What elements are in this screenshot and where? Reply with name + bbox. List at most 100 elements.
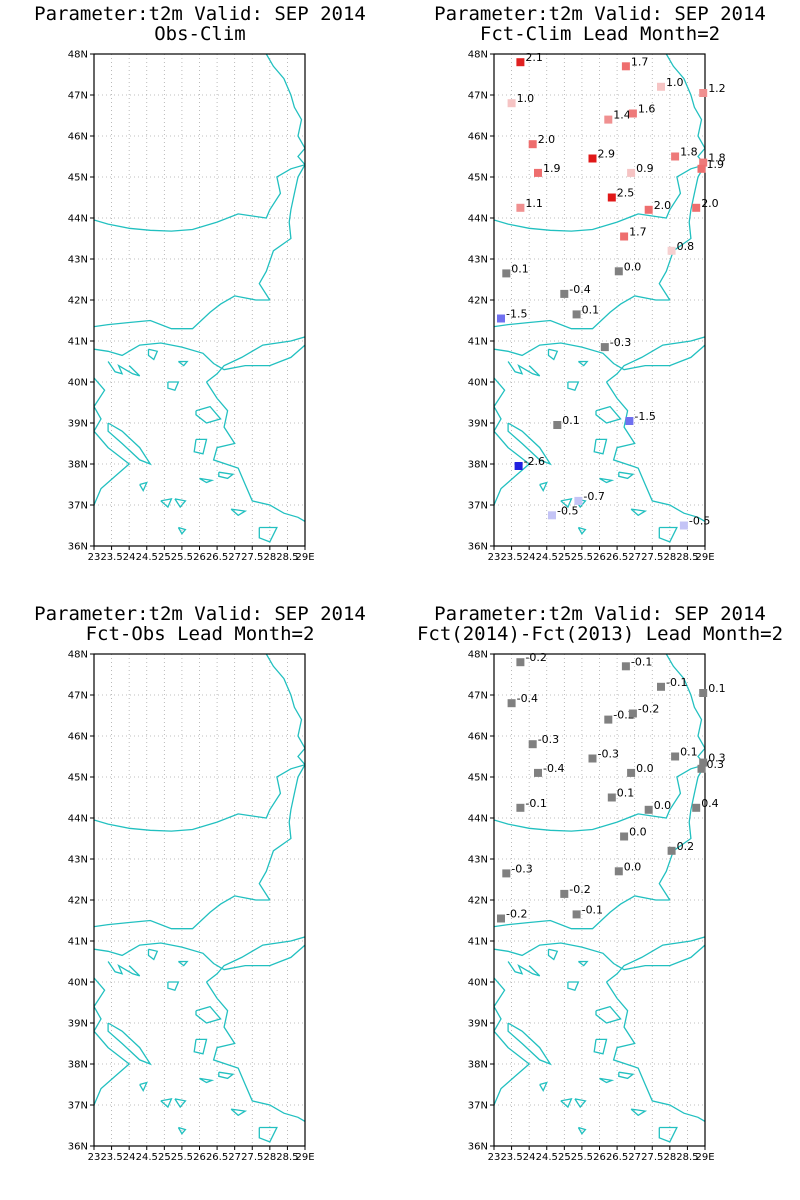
station-value-label: -1.5 [634, 410, 655, 423]
lon-label: 23 [488, 552, 501, 563]
station-marker [697, 164, 706, 173]
coastline-path [578, 960, 589, 967]
station-marker [628, 109, 637, 118]
station-marker [614, 267, 623, 276]
lon-label: 26.5 [606, 552, 628, 563]
coastline-path [265, 54, 305, 166]
coastline-path [258, 164, 305, 301]
station-value-label: 0.8 [677, 240, 695, 253]
station-marker [621, 662, 630, 671]
lon-label: 29E [295, 552, 314, 563]
station-marker [671, 152, 680, 161]
lon-label: 25.5 [571, 552, 593, 563]
lat-label: 37N [68, 1101, 88, 1112]
lon-label: 28 [263, 1152, 276, 1163]
coastline-path [577, 1126, 587, 1135]
coastline-path [665, 654, 705, 766]
lon-label: 28.5 [676, 1152, 698, 1163]
coastline-path [178, 360, 189, 367]
station-value-label: 0.0 [654, 799, 672, 812]
station-value-label: 1.8 [680, 146, 698, 159]
coastline-path [167, 981, 180, 991]
station-value-label: -2.6 [524, 455, 545, 468]
coastline-path [206, 336, 305, 383]
panel-title-line1: Parameter:t2m Valid: SEP 2014 [434, 603, 766, 625]
station-marker [607, 193, 616, 202]
lon-label: 29E [695, 1152, 714, 1163]
lat-label: 38N [68, 1060, 88, 1071]
station-value-label: 0.0 [624, 260, 642, 273]
coastline-path [494, 942, 705, 971]
station-marker [697, 764, 706, 773]
lon-label: 27.5 [241, 552, 263, 563]
lat-label: 37N [468, 501, 488, 512]
coastline-path [618, 1071, 635, 1080]
station-marker [667, 846, 676, 855]
coastline-path [494, 895, 670, 930]
coastline-path [494, 377, 531, 506]
station-marker [627, 768, 636, 777]
station-marker [572, 310, 581, 319]
panel-title-line2: Fct(2014)-Fct(2013) Lead Month=2 [416, 623, 784, 645]
coastline-path [94, 895, 270, 930]
lat-label: 46N [68, 732, 88, 743]
station-value-label: -0.3 [610, 336, 631, 349]
station-marker [657, 682, 665, 691]
coastline-path [606, 936, 705, 983]
lat-label: 37N [68, 501, 88, 512]
lon-label: 28.5 [276, 552, 298, 563]
station-value-label: 1.0 [666, 76, 684, 89]
coastline-path [107, 361, 141, 377]
lat-label: 40N [468, 378, 488, 389]
map-plot: 36N 37N 38N 39N 40N 41N 42N 43N 44N 45N 46N 47N 48N 2… [68, 50, 315, 564]
station-value-label: 2.0 [654, 199, 672, 212]
lat-label: 39N [68, 419, 88, 430]
lon-label: 28 [663, 1152, 676, 1163]
panel-title-line1: Parameter:t2m Valid: SEP 2014 [434, 3, 766, 25]
panel-fct-obs: Parameter:t2m Valid: SEP 2014 Fct-Obs Le… [0, 600, 400, 1200]
coastline-path [178, 960, 189, 967]
lon-label: 28 [663, 552, 676, 563]
station-value-label: 0.1 [562, 414, 580, 427]
lon-label: 25 [158, 552, 171, 563]
coastline-path [507, 361, 541, 377]
coastline-path [94, 342, 305, 371]
station-marker [644, 205, 653, 214]
map-frame-bg [494, 54, 705, 546]
station-marker [627, 168, 636, 177]
station-marker [502, 869, 511, 878]
lat-label: 39N [468, 419, 488, 430]
station-value-label: 0.1 [708, 682, 726, 695]
lon-label: 24 [123, 1152, 136, 1163]
coastline-path [107, 422, 152, 466]
coastline-path [507, 1022, 552, 1066]
lat-label: 43N [68, 255, 88, 266]
lon-label: 29E [695, 552, 714, 563]
station-value-label: -0.1 [582, 903, 603, 916]
lat-label: 40N [68, 378, 88, 389]
station-value-label: 2.0 [538, 133, 556, 146]
station-value-label: 1.9 [543, 162, 561, 175]
lon-label: 25.5 [571, 1152, 593, 1163]
coastline-path [195, 405, 222, 424]
station-marker [625, 417, 634, 425]
lon-label: 24.5 [136, 552, 158, 563]
coastline-path [630, 508, 648, 517]
coastline-path [230, 1108, 248, 1117]
station-marker [507, 699, 516, 708]
map-plot: 36N 37N 38N 39N 40N 41N 42N 43N 44N 45N 46N 47N 48N 2… [468, 50, 726, 564]
lon-label: 27.5 [241, 1152, 263, 1163]
coastline-path [630, 1108, 648, 1117]
station-value-label: -0.1 [666, 676, 687, 689]
station-marker [516, 803, 525, 812]
coastline-path [494, 164, 705, 232]
station-marker [534, 768, 542, 777]
station-marker [528, 140, 537, 149]
lon-label: 27.5 [641, 552, 663, 563]
coastline-path [258, 526, 278, 543]
lon-label: 24 [523, 1152, 536, 1163]
coastline-path [139, 1081, 148, 1093]
map-frame-bg [94, 654, 305, 1146]
lon-label: 28.5 [676, 552, 698, 563]
lon-label: 24.5 [536, 1152, 558, 1163]
